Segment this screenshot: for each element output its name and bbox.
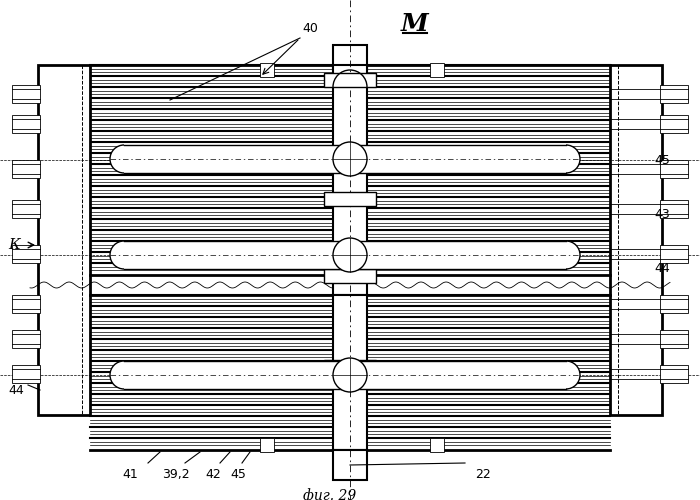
Ellipse shape: [110, 241, 138, 269]
Bar: [430, 438, 444, 452]
Bar: [333, 45, 367, 70]
Text: 45: 45: [230, 468, 246, 481]
Bar: [333, 65, 367, 275]
Bar: [124, 145, 566, 173]
Ellipse shape: [110, 145, 138, 173]
Bar: [610, 65, 662, 415]
Text: фиг. 29: фиг. 29: [303, 488, 356, 500]
Circle shape: [333, 238, 367, 272]
Bar: [324, 360, 376, 374]
Bar: [660, 115, 688, 133]
Bar: [660, 245, 688, 263]
Bar: [660, 365, 688, 383]
Bar: [333, 275, 367, 295]
Ellipse shape: [552, 145, 580, 173]
Bar: [12, 115, 40, 133]
Bar: [12, 85, 40, 103]
Bar: [124, 361, 566, 389]
Bar: [12, 200, 40, 218]
Text: 40: 40: [302, 22, 318, 35]
Bar: [12, 330, 40, 348]
Text: М: М: [401, 12, 429, 36]
Bar: [12, 160, 40, 178]
Bar: [260, 63, 274, 77]
Ellipse shape: [110, 361, 138, 389]
Ellipse shape: [552, 241, 580, 269]
Text: 45: 45: [654, 154, 670, 166]
Bar: [12, 245, 40, 263]
Text: К: К: [8, 238, 20, 252]
Text: 39,2: 39,2: [162, 468, 190, 481]
Circle shape: [333, 358, 367, 392]
Bar: [38, 65, 90, 415]
Circle shape: [333, 142, 367, 176]
Bar: [660, 85, 688, 103]
Bar: [324, 192, 376, 206]
Bar: [660, 330, 688, 348]
Bar: [660, 200, 688, 218]
Bar: [324, 269, 376, 283]
Text: 44: 44: [654, 262, 670, 274]
Bar: [124, 241, 566, 269]
Bar: [260, 438, 274, 452]
Text: 41: 41: [122, 468, 138, 481]
Bar: [12, 365, 40, 383]
Bar: [660, 160, 688, 178]
Text: 43: 43: [654, 208, 670, 222]
Bar: [430, 63, 444, 77]
Bar: [324, 73, 376, 87]
Text: 42: 42: [205, 468, 221, 481]
Bar: [12, 295, 40, 313]
Bar: [660, 295, 688, 313]
Bar: [333, 295, 367, 450]
Ellipse shape: [552, 361, 580, 389]
Bar: [333, 450, 367, 480]
Text: 44: 44: [8, 384, 24, 396]
Text: 22: 22: [475, 468, 491, 481]
